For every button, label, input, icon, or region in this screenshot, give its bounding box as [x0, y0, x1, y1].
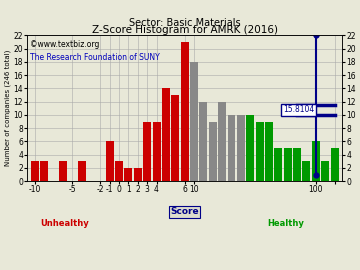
Bar: [59, 161, 67, 181]
Bar: [31, 161, 39, 181]
Bar: [143, 122, 151, 181]
Bar: [209, 122, 217, 181]
Bar: [330, 148, 338, 181]
Text: The Research Foundation of SUNY: The Research Foundation of SUNY: [30, 53, 160, 62]
Bar: [265, 122, 273, 181]
Text: Unhealthy: Unhealthy: [41, 219, 89, 228]
Bar: [106, 141, 114, 181]
Bar: [284, 148, 292, 181]
Bar: [199, 102, 207, 181]
Bar: [153, 122, 161, 181]
Bar: [302, 161, 310, 181]
Bar: [218, 102, 226, 181]
Bar: [134, 168, 142, 181]
Bar: [312, 141, 320, 181]
Text: Score: Score: [170, 207, 199, 217]
Bar: [190, 62, 198, 181]
Bar: [237, 115, 245, 181]
Bar: [171, 95, 179, 181]
Bar: [115, 161, 123, 181]
Title: Z-Score Histogram for AMRK (2016): Z-Score Histogram for AMRK (2016): [92, 25, 278, 35]
Text: ©www.textbiz.org: ©www.textbiz.org: [30, 40, 100, 49]
Bar: [125, 168, 132, 181]
Text: 15.8104: 15.8104: [283, 105, 315, 114]
Y-axis label: Number of companies (246 total): Number of companies (246 total): [4, 50, 11, 167]
Bar: [321, 161, 329, 181]
Bar: [40, 161, 48, 181]
Bar: [181, 42, 189, 181]
Bar: [274, 148, 282, 181]
Bar: [78, 161, 86, 181]
Text: Sector: Basic Materials: Sector: Basic Materials: [129, 18, 240, 28]
Bar: [293, 148, 301, 181]
Bar: [256, 122, 264, 181]
Bar: [228, 115, 235, 181]
Text: Healthy: Healthy: [267, 219, 304, 228]
Bar: [246, 115, 254, 181]
Bar: [162, 88, 170, 181]
